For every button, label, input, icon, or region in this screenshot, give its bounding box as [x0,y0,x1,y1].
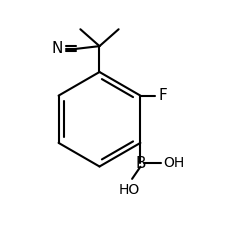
Text: N: N [51,41,62,56]
Text: B: B [135,156,145,171]
Text: F: F [158,88,166,103]
Text: OH: OH [162,156,183,170]
Text: HO: HO [118,183,139,197]
